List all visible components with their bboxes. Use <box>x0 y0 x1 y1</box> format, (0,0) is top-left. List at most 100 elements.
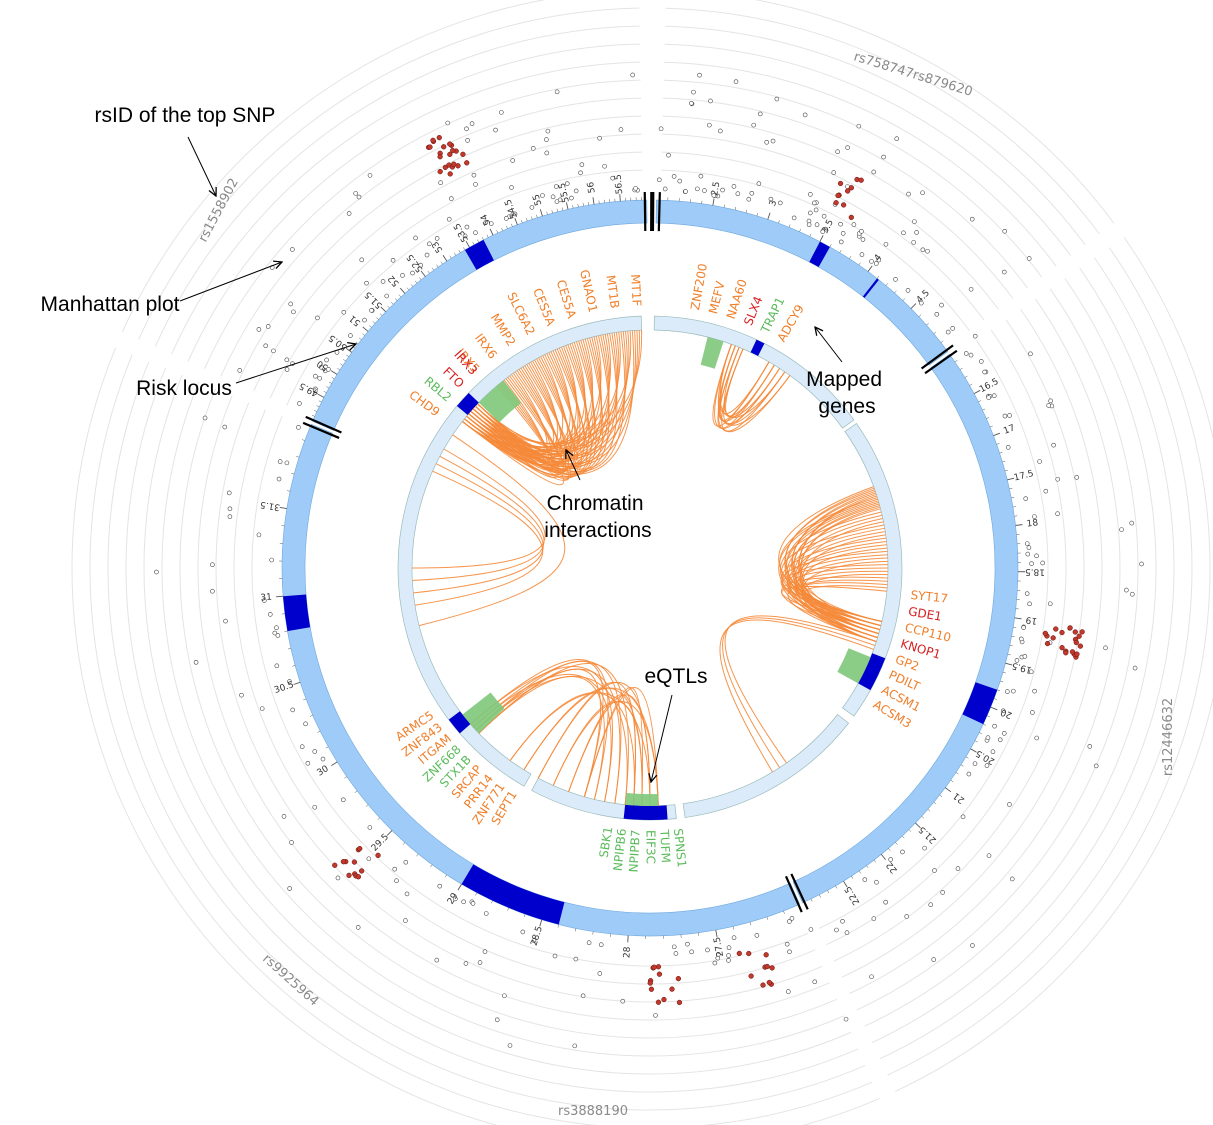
tick-label: 20 <box>999 706 1014 720</box>
tick-label: 50.5 <box>327 332 349 352</box>
snp-point <box>544 150 550 156</box>
tick-label: 51 <box>348 313 363 328</box>
snp-point <box>473 182 478 187</box>
gene-locus-band <box>448 711 471 734</box>
snp-point <box>1046 403 1051 408</box>
snp-point <box>972 333 978 339</box>
snp-point <box>470 901 476 906</box>
manhattan-ring <box>89 354 873 1125</box>
snp-point-highlight <box>845 188 851 194</box>
snp-point <box>453 896 458 902</box>
tick-mark <box>851 875 854 879</box>
tick-mark <box>799 228 801 232</box>
snp-point <box>239 692 244 698</box>
snp-point-highlight <box>437 154 443 160</box>
tick-mark <box>979 732 983 735</box>
snp-point <box>894 136 900 142</box>
snp-point <box>296 425 301 430</box>
snp-point <box>666 152 671 158</box>
snp-point <box>774 96 780 102</box>
top-snp-callout: rsID of the top SNP <box>95 104 276 127</box>
manhattan-ring <box>253 133 642 391</box>
chromatin-link <box>472 330 642 445</box>
manhattan-ring <box>138 7 640 340</box>
snp-point <box>438 180 443 185</box>
snp-point <box>580 993 586 999</box>
snp-point <box>597 135 602 141</box>
snp-point <box>1037 459 1042 464</box>
tick-mark <box>301 439 305 441</box>
snp-point-highlight <box>651 964 657 970</box>
snp-point <box>483 220 489 225</box>
snp-point <box>768 196 774 202</box>
snp-point <box>400 273 405 278</box>
snp-point <box>859 252 865 257</box>
tick-mark <box>577 204 579 208</box>
tick-mark <box>723 204 725 208</box>
tick-mark <box>328 381 332 384</box>
gene-label: GNAO1 <box>577 268 600 313</box>
snp-point <box>883 899 888 905</box>
risk-locus-band <box>962 682 998 725</box>
tick-mark <box>839 249 842 253</box>
snp-point <box>1040 560 1045 566</box>
snp-point <box>1032 688 1037 694</box>
snp-point <box>324 357 329 363</box>
tick-label: 21 <box>952 790 967 805</box>
snp-point <box>979 359 984 364</box>
manhattan-ring <box>833 319 1085 962</box>
tick-mark <box>921 816 925 819</box>
tick-mark <box>835 885 838 889</box>
snp-point <box>1001 269 1007 275</box>
tick-mark <box>619 194 621 202</box>
snp-point <box>471 172 477 178</box>
segment-break <box>643 192 647 232</box>
tick-mark <box>734 206 737 211</box>
snp-point <box>677 178 683 184</box>
chromatin-line1: Chromatin <box>547 492 644 515</box>
snp-point <box>299 744 305 750</box>
snp-point <box>1025 551 1031 557</box>
snp-point <box>939 302 944 308</box>
snp-point <box>807 210 813 216</box>
snp-point <box>578 170 583 176</box>
tick-mark <box>416 853 419 857</box>
chromatin-link <box>412 455 545 581</box>
snp-point <box>931 957 937 962</box>
inner-gene-ring <box>397 315 903 821</box>
snp-point <box>540 193 545 198</box>
snp-point <box>834 927 839 933</box>
tick-mark <box>454 252 457 256</box>
snp-point <box>367 825 373 830</box>
tick-mark <box>303 698 307 701</box>
chromatin-link <box>462 330 632 452</box>
snp-point <box>1002 413 1008 419</box>
snp-point <box>751 122 757 128</box>
snp-point <box>871 169 877 175</box>
snp-point <box>288 301 294 307</box>
tick-mark <box>819 894 821 898</box>
snp-point <box>256 532 262 538</box>
snp-label: rs3888190 <box>558 1104 628 1119</box>
snp-point-highlight <box>375 852 381 859</box>
snp-point <box>554 199 560 204</box>
snp-point-highlight <box>450 147 456 154</box>
tick-mark <box>296 456 300 458</box>
snp-point-highlight <box>748 973 754 979</box>
snp-point-highlight <box>656 971 663 977</box>
chromatin-link <box>787 579 888 643</box>
snp-point <box>698 173 704 179</box>
snp-point <box>786 989 791 994</box>
tick-label: 17.5 <box>1013 469 1035 484</box>
snp-point <box>992 723 997 729</box>
snp-point <box>602 163 607 169</box>
snp-point <box>844 930 850 936</box>
tick-label: 31 <box>260 593 272 604</box>
tick-label: 28.5 <box>530 925 545 947</box>
snp-point-highlight <box>1069 649 1076 655</box>
manhattan-plot-points <box>154 72 1144 1049</box>
tick-mark <box>926 322 929 326</box>
inner-ring-segment <box>397 315 643 787</box>
tick-mark <box>745 209 748 213</box>
snp-point <box>812 979 818 985</box>
